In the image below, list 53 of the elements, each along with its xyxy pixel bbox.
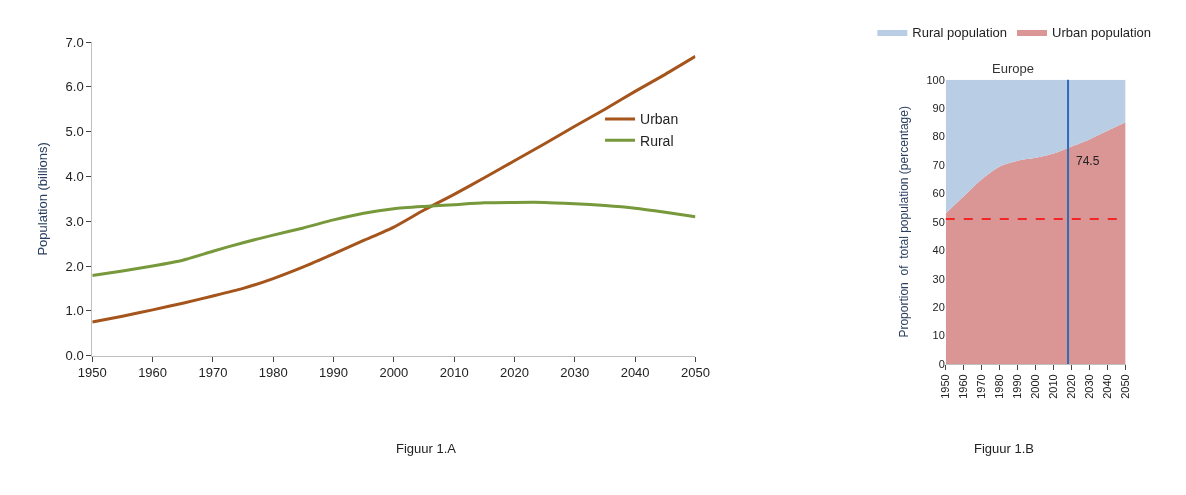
- annotation: 74.5: [1076, 154, 1100, 168]
- x-tick-label: 1980: [258, 365, 288, 381]
- x-tick-label: 2040: [1101, 374, 1114, 399]
- chart-title: Europe: [992, 61, 1034, 76]
- y-tick-label: 3.0: [65, 213, 84, 229]
- x-tick-label: 1950: [77, 365, 107, 381]
- y-tick-label: 10: [932, 329, 945, 342]
- x-tick-label: 2050: [680, 365, 710, 381]
- y-tick-label: 2.0: [65, 258, 84, 274]
- legend-label: Urban population: [1052, 25, 1152, 41]
- y-tick-label: 4.0: [65, 168, 84, 184]
- y-tick-label: 0: [938, 357, 945, 370]
- x-tick-label: 2040: [620, 365, 650, 381]
- y-tick-label: 0.0: [65, 348, 84, 364]
- legend-label: Rural population: [912, 25, 1007, 41]
- x-tick-label: 1960: [138, 365, 168, 381]
- y-tick-label: 30: [932, 272, 945, 285]
- line-series: [92, 54, 696, 324]
- text: Figuur 1.A: [396, 441, 457, 456]
- y-tick-label: 100: [926, 73, 945, 86]
- x-tick-label: 1960: [957, 374, 970, 399]
- y-tick-label: 40: [932, 244, 945, 257]
- x-tick-label: 1950: [939, 374, 952, 399]
- y-tick-label: 50: [932, 215, 945, 228]
- legend-label: Rural: [640, 132, 674, 149]
- x-tick-label: 1980: [993, 374, 1006, 399]
- y-axis-title: Population (billions): [34, 142, 50, 256]
- y-tick-label: 70: [932, 158, 945, 171]
- y-tick-label: 60: [932, 187, 945, 200]
- legend-label: Urban: [640, 111, 679, 128]
- x-tick-label: 2020: [1065, 374, 1078, 399]
- x-tick-label: 2000: [1029, 374, 1042, 399]
- y-tick-label: 90: [932, 101, 945, 114]
- x-tick-label: 2020: [500, 365, 529, 381]
- y-tick-label: 5.0: [65, 124, 84, 140]
- y-tick-label: 80: [932, 130, 945, 143]
- text: Figuur 1.B: [974, 441, 1034, 456]
- x-tick-label: 2010: [439, 365, 469, 381]
- x-tick-label: 2030: [1083, 374, 1096, 399]
- x-tick-label: 2010: [1047, 374, 1060, 399]
- x-tick-label: 2000: [379, 365, 409, 381]
- x-tick-label: 2050: [1119, 374, 1132, 399]
- y-tick-label: 6.0: [65, 79, 84, 95]
- y-axis-title: Proportion of total population (percentage): [896, 106, 911, 338]
- x-tick-label: 1990: [319, 365, 348, 381]
- y-tick-label: 20: [932, 300, 945, 313]
- y-tick-label: 7.0: [65, 34, 84, 50]
- x-tick-label: 2030: [560, 365, 590, 381]
- x-tick-label: 1970: [198, 365, 228, 381]
- x-tick-label: 1970: [975, 374, 988, 399]
- y-tick-label: 1.0: [65, 303, 84, 319]
- line-series: [92, 200, 696, 277]
- x-tick-label: 1990: [1011, 374, 1024, 399]
